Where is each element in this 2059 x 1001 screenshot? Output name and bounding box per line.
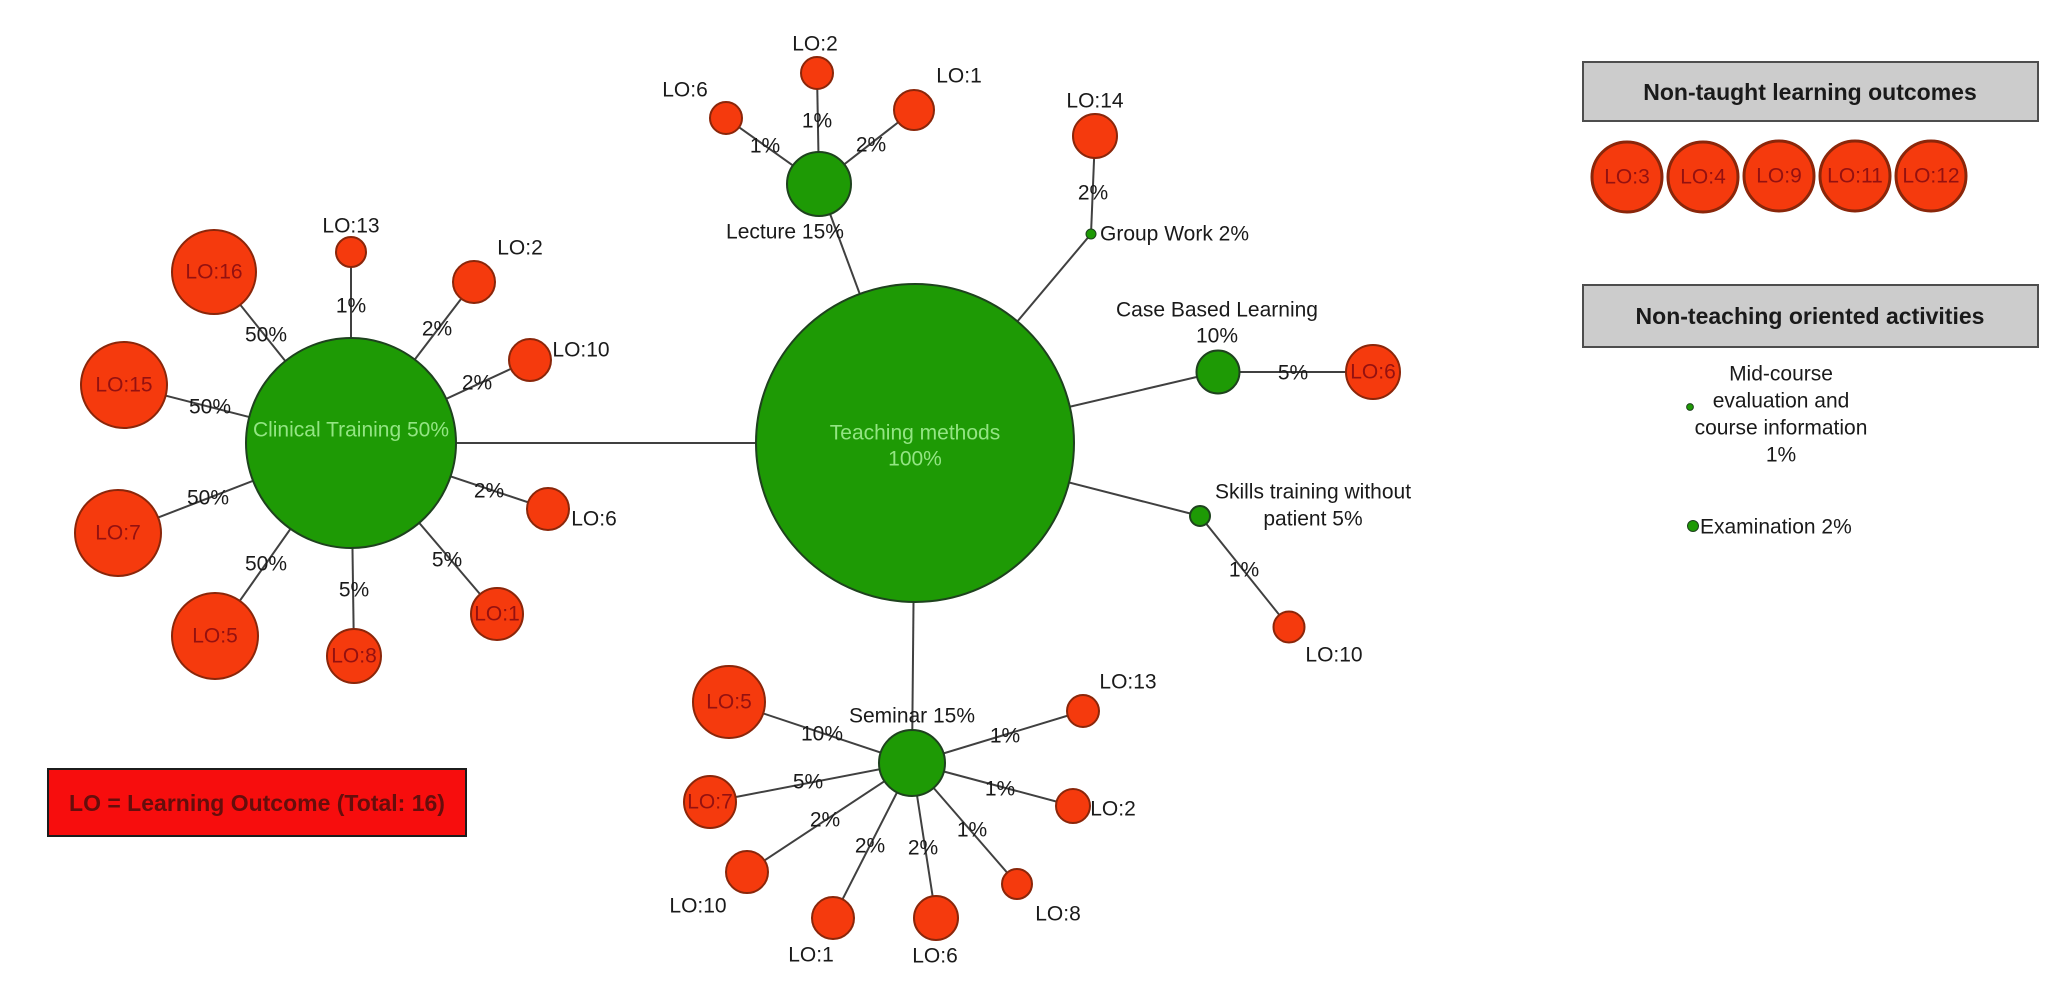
svg-text:Non-taught learning outcomes: Non-taught learning outcomes [1643,79,1977,105]
svg-text:LO:2: LO:2 [792,33,838,56]
svg-text:10%: 10% [1196,325,1238,348]
svg-text:50%: 50% [245,553,287,576]
svg-text:LO:3: LO:3 [1604,166,1650,189]
svg-text:1%: 1% [957,819,987,842]
svg-text:50%: 50% [189,396,231,419]
svg-text:LO:7: LO:7 [95,522,141,545]
svg-text:50%: 50% [245,324,287,347]
svg-text:Teaching methods: Teaching methods [830,422,1000,445]
svg-text:LO:16: LO:16 [185,261,242,284]
svg-text:LO:12: LO:12 [1902,165,1959,188]
svg-text:LO:8: LO:8 [331,645,377,668]
svg-text:2%: 2% [810,809,840,832]
svg-text:1%: 1% [336,295,366,318]
svg-text:LO:7: LO:7 [687,791,733,814]
svg-text:Seminar 15%: Seminar 15% [849,705,975,728]
svg-text:LO:5: LO:5 [192,625,238,648]
svg-text:LO:1: LO:1 [788,944,834,967]
svg-text:1%: 1% [802,110,832,133]
svg-text:LO:1: LO:1 [474,603,520,626]
svg-text:LO:8: LO:8 [1035,903,1081,926]
svg-text:5%: 5% [793,771,823,794]
svg-text:2%: 2% [855,835,885,858]
svg-text:LO:2: LO:2 [1090,798,1136,821]
svg-text:2%: 2% [474,480,504,503]
svg-text:2%: 2% [856,134,886,157]
svg-text:LO:15: LO:15 [95,374,152,397]
svg-text:Non-teaching oriented activiti: Non-teaching oriented activities [1636,303,1985,329]
svg-text:LO = Learning Outcome (Total:: LO = Learning Outcome (Total: 16) [69,790,445,816]
svg-text:5%: 5% [339,579,369,602]
svg-text:10%: 10% [801,723,843,746]
svg-text:Mid-course: Mid-course [1729,363,1833,386]
svg-text:Case Based Learning: Case Based Learning [1116,299,1318,322]
svg-text:Clinical Training 50%: Clinical Training 50% [253,419,449,442]
svg-text:LO:10: LO:10 [1305,644,1362,667]
svg-text:Group Work 2%: Group Work 2% [1100,223,1249,246]
svg-text:LO:6: LO:6 [662,79,708,102]
svg-text:LO:10: LO:10 [552,339,609,362]
svg-text:LO:9: LO:9 [1756,165,1802,188]
svg-text:2%: 2% [422,318,452,341]
svg-text:Skills training without: Skills training without [1215,481,1411,504]
svg-text:LO:6: LO:6 [571,508,617,531]
svg-text:LO:10: LO:10 [669,895,726,918]
svg-text:LO:14: LO:14 [1066,90,1124,113]
svg-text:LO:1: LO:1 [936,65,982,88]
svg-text:1%: 1% [1766,444,1796,467]
svg-text:LO:13: LO:13 [322,215,379,238]
svg-text:Lecture 15%: Lecture 15% [726,221,844,244]
svg-text:1%: 1% [990,725,1020,748]
svg-text:1%: 1% [750,135,780,158]
svg-text:evaluation and: evaluation and [1713,390,1850,413]
svg-text:LO:5: LO:5 [706,691,752,714]
svg-text:1%: 1% [985,778,1015,801]
svg-text:LO:4: LO:4 [1680,166,1726,189]
svg-text:LO:2: LO:2 [497,237,543,260]
svg-text:2%: 2% [908,837,938,860]
svg-text:2%: 2% [462,372,492,395]
svg-text:course information: course information [1695,417,1868,440]
svg-text:LO:11: LO:11 [1827,165,1883,188]
svg-text:LO:13: LO:13 [1099,671,1156,694]
svg-text:LO:6: LO:6 [912,945,958,968]
svg-text:patient 5%: patient 5% [1263,508,1362,531]
svg-text:Examination 2%: Examination 2% [1700,516,1852,539]
svg-text:LO:6: LO:6 [1350,361,1396,384]
svg-text:100%: 100% [888,448,942,471]
svg-text:2%: 2% [1078,182,1108,205]
svg-text:5%: 5% [432,549,462,572]
svg-text:50%: 50% [187,487,229,510]
svg-text:5%: 5% [1278,362,1308,385]
svg-text:1%: 1% [1229,559,1259,582]
